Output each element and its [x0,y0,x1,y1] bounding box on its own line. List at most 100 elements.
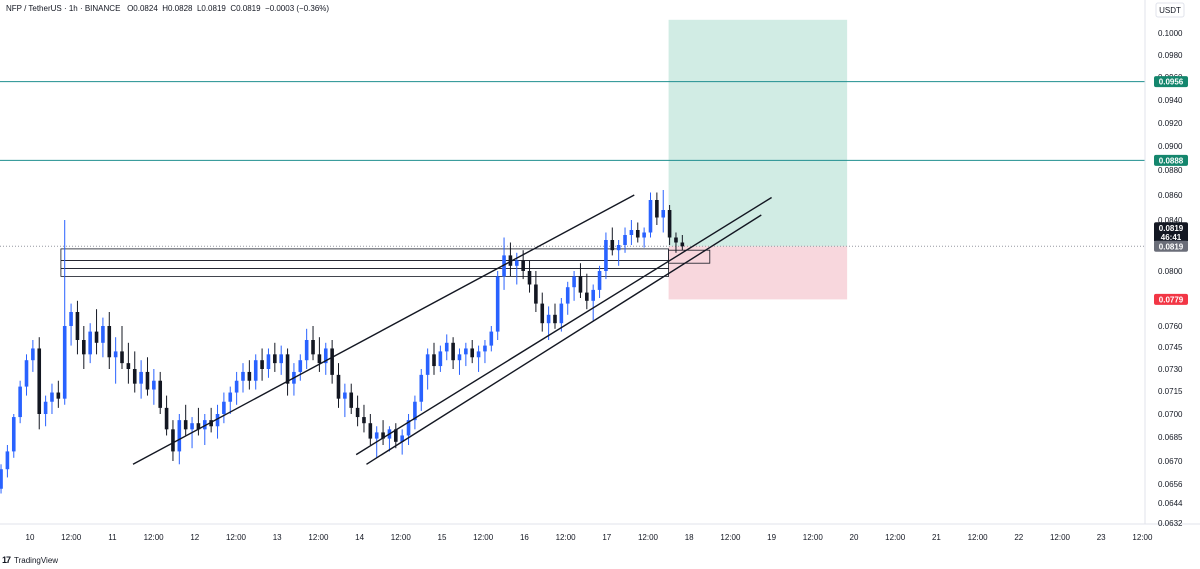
candle-body [629,230,634,235]
price-tick-label: 0.0760 [1158,322,1183,331]
candle-body [164,407,169,430]
candle-body [183,420,188,430]
candle-body [323,348,328,364]
price-tick-label: 0.0685 [1158,433,1183,442]
candle-body [253,360,258,381]
time-tick-label: 23 [1097,533,1106,542]
candle-body [311,340,315,355]
zone-rectangle[interactable] [668,249,711,264]
candle-body [534,284,538,304]
price-tag-red: 0.0779 [1154,293,1188,305]
price-tick-label: 0.0644 [1158,499,1183,508]
time-tick-label: 12:00 [226,533,247,542]
candle-body [381,432,385,439]
currency-label: USDT [1159,6,1181,15]
trendlines[interactable] [132,194,772,465]
candle-body [585,292,589,301]
price-tag-background [1154,240,1188,252]
time-tick-label: 21 [932,533,941,542]
candle-body [62,326,67,399]
candle-body [457,354,462,361]
candle-body [101,326,105,343]
support-zone-rectangles [60,248,711,277]
candle-body [31,348,35,361]
candle-body [139,371,143,384]
candle-body [273,354,277,364]
time-tick-label: 11 [108,533,117,542]
time-tick-label: 13 [273,533,282,542]
candle-body [190,423,194,430]
zone-rectangle[interactable] [60,248,670,261]
candle-body [279,354,283,364]
candle-body [145,371,150,390]
time-tick-label: 12:00 [968,533,989,542]
time-tick-label: 14 [355,533,364,542]
trendline[interactable] [132,194,635,465]
symbol-name[interactable]: NFP / TetherUS · 1h · BINANCE [6,4,121,13]
trendline[interactable] [355,196,772,456]
time-tick-label: 16 [520,533,529,542]
candle-body [413,401,417,421]
candle-body [565,287,570,304]
time-tick-label: 12:00 [720,533,741,542]
time-tick-label: 17 [602,533,611,542]
time-axis[interactable]: 10 12:00 11 12:00 12 12:00 13 12:00 14 12:00 15 12:… [26,533,1153,542]
candle-body [642,232,646,238]
candle-body [241,371,245,381]
price-tag-background [1154,222,1188,243]
price-tick-label: 0.0840 [1158,216,1183,225]
price-tag-label: 0.0888 [1159,156,1184,165]
price-tag-label: 0.0956 [1159,78,1184,87]
zone-rectangle[interactable] [60,267,670,277]
candle-body [56,392,61,399]
candle-body [521,260,525,271]
candle-body [444,342,449,352]
candle-body [368,423,373,439]
candle-body [196,423,201,430]
candle-body [215,414,220,427]
brand-footer[interactable]: 17 TradingView [2,555,58,565]
low-value: L0.0819 [196,4,226,13]
candle-body [616,245,621,251]
candle-body [247,371,252,381]
candle-body [349,392,354,408]
price-axis[interactable]: 0.10000.09800.09600.09400.09200.09000.08… [1158,29,1183,528]
price-tag-label: 0.0779 [1159,295,1184,304]
candle-body [540,303,545,324]
candle-body [394,429,398,442]
candle-body [597,271,602,290]
price-tick-label: 0.0860 [1158,191,1183,200]
candle-body [171,429,175,452]
candle-body [591,289,595,301]
stop-zone [668,246,848,300]
time-tick-label: 12:00 [473,533,494,542]
candle-body [362,417,366,424]
time-tick-label: 10 [26,533,35,542]
candle-body [107,326,112,358]
time-tick-label: 12:00 [391,533,412,542]
candle-body [572,276,576,288]
time-tick-label: 18 [685,533,694,542]
candle-body [604,240,608,271]
currency-button[interactable]: USDT [1155,2,1185,18]
candle-body [648,200,653,233]
trendline[interactable] [366,214,762,465]
candle-body [132,369,137,384]
candlestick-series [0,190,685,494]
candle-body [355,407,360,418]
price-tick-label: 0.0715 [1158,387,1183,396]
candle-body [317,354,322,364]
time-tick-label: 12:00 [1050,533,1071,542]
candle-body [546,314,551,324]
candle-body [82,340,86,355]
candle-body [304,340,309,361]
price-tag-background [1154,154,1188,166]
position-zones [668,19,848,300]
close-value: C0.0819 [230,4,261,13]
tradingview-logo-icon: 17 [2,555,11,565]
candle-body [75,312,80,340]
price-tick-label: 0.0656 [1158,480,1183,489]
candle-body [228,392,233,402]
zone-rectangle[interactable] [60,260,670,269]
